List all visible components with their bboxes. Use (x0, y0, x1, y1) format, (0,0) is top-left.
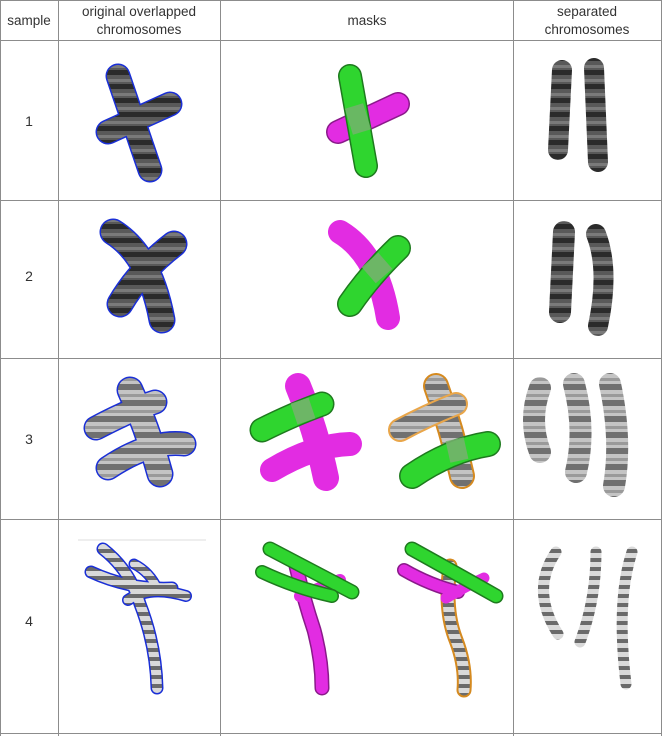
row-3-separated (523, 373, 629, 497)
row-1-original (95, 63, 183, 183)
header-sample: sample (7, 13, 51, 28)
row-label-4: 4 (25, 613, 33, 629)
row-4-original (78, 539, 206, 695)
header-original-line1: original overlapped (82, 4, 196, 19)
row-2-original (99, 218, 188, 334)
header-separated-line1: separated (557, 4, 617, 19)
row-label-2: 2 (25, 268, 33, 284)
header-original-line2: chromosomes (97, 22, 182, 37)
row-3-mask-1 (249, 373, 362, 491)
row-1-separated (548, 58, 608, 172)
row-4-mask-2 (397, 541, 504, 698)
row-label-1: 1 (25, 113, 33, 129)
row-2-masks (328, 220, 411, 330)
row-4-separated (538, 546, 638, 690)
row-3-original (83, 376, 197, 488)
row-4-mask-1 (255, 541, 360, 696)
row-label-3: 3 (25, 431, 33, 447)
row-1-masks (326, 64, 410, 178)
row-3-mask-2 (388, 373, 501, 489)
header-separated-line2: chromosomes (545, 22, 630, 37)
header-masks: masks (347, 13, 386, 28)
table-header: sample original overlapped chromosomes m… (7, 4, 629, 37)
row-2-separated (549, 221, 614, 336)
